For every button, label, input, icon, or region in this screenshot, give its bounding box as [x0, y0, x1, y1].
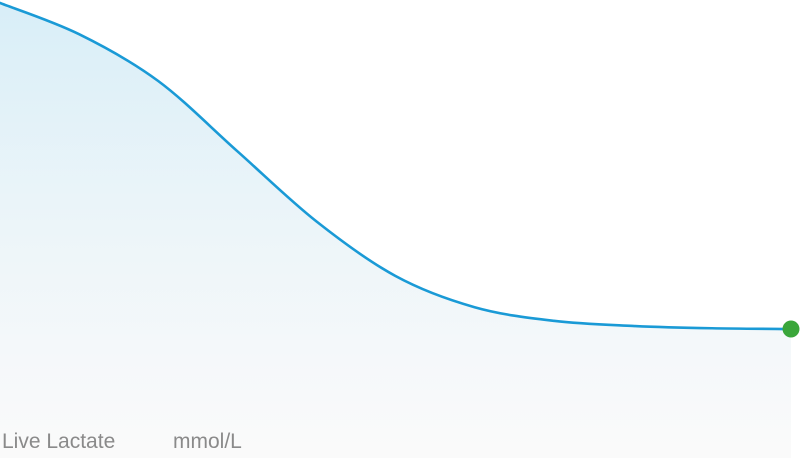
series-area-fill: [0, 3, 791, 458]
metric-label: Live Lactate: [2, 430, 116, 453]
unit-label: mmol/L: [173, 430, 242, 453]
series-line: [0, 1, 793, 331]
latest-value-marker: [782, 320, 800, 338]
